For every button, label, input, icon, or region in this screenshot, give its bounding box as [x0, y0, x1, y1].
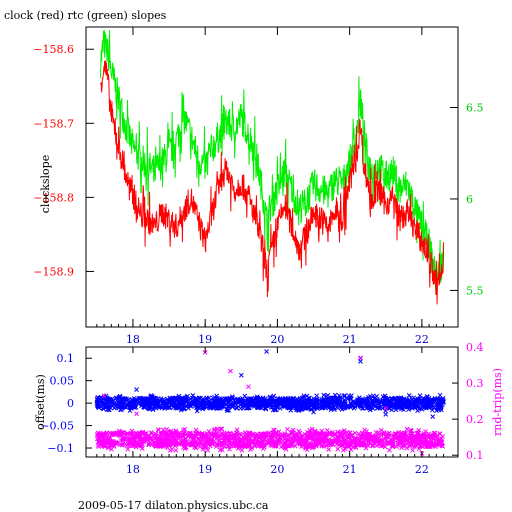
- top-y-axis-label: clockslope: [39, 155, 52, 213]
- bottom-right-y-tick-label: 0.1: [466, 449, 484, 462]
- top-right-y-tick-label: 6.5: [466, 101, 484, 114]
- rtc-slope-series: [99, 29, 445, 290]
- bottom-x-tick-label: 20: [270, 463, 284, 476]
- bottom-x-tick-label: 19: [198, 463, 212, 476]
- bottom-right-y-tick-label: 0.4: [466, 341, 484, 354]
- roundtrip-outlier-point: [101, 393, 107, 399]
- top-x-tick-label: 20: [270, 333, 284, 346]
- bottom-y-tick-label: 0: [67, 397, 74, 410]
- bottom-right-y-tick-label: 0.3: [466, 377, 484, 390]
- offset-outlier-point: [311, 409, 316, 415]
- offset-band-markers: [94, 392, 446, 414]
- clock-slope-series: [99, 60, 445, 305]
- bottom-y-tick-label: −0.05: [40, 420, 74, 433]
- top-plot: 18 19 20 21 22 −158.6 −158.7 −158.8 −158.9 6.5 6 5.…: [33, 26, 484, 346]
- bottom-plot-ticks: 18 19 20 21 22 0.1 0.05 0 −0.05 −0.1 0.4 0.3 0.2 0.1: [40, 341, 483, 476]
- top-x-tick-label: 19: [198, 333, 212, 346]
- bottom-plot-series: [94, 349, 446, 456]
- bottom-x-tick-label: 21: [343, 463, 357, 476]
- roundtrip-outlier-point: [246, 384, 251, 390]
- roundtrip-outlier-point: [383, 405, 389, 411]
- bottom-plot-frame: [85, 346, 459, 458]
- footer-host-date: 2009-05-17 dilaton.physics.ubc.ca: [78, 499, 269, 512]
- top-y-tick-label: −158.8: [33, 191, 74, 204]
- roundtrip-outlier-point: [358, 355, 363, 361]
- bottom-x-tick-label: 18: [126, 463, 140, 476]
- top-chart-title: clock (red) rtc (green) slopes: [4, 9, 167, 22]
- bottom-y-tick-label: 0.05: [50, 375, 75, 388]
- roundtrip-outlier-point: [228, 368, 233, 374]
- offset-outlier-point: [332, 392, 338, 398]
- bottom-y-tick-label: 0.1: [57, 352, 75, 365]
- roundtrip-outlier-point: [134, 411, 139, 417]
- top-plot-ticks: 18 19 20 21 22 −158.6 −158.7 −158.8 −158.9 6.5 6 5.…: [33, 27, 484, 346]
- top-right-y-tick-label: 6: [466, 193, 473, 206]
- offset-outlier-point: [358, 359, 363, 364]
- bottom-plot: 18 19 20 21 220.10.050−0.05−0.10.40.30.20.1 …: [34, 341, 504, 476]
- bottom-y-tick-label: −0.1: [47, 442, 74, 455]
- top-x-tick-label: 22: [415, 333, 429, 346]
- offset-outlier-point: [383, 411, 389, 417]
- top-x-tick-label: 21: [343, 333, 357, 346]
- top-y-tick-label: −158.7: [33, 117, 74, 130]
- roundtrip-series: [94, 350, 446, 456]
- bottom-left-axis-label: offset(ms): [34, 374, 47, 430]
- offset-outlier-point: [264, 349, 269, 354]
- top-plot-frame: [85, 26, 459, 328]
- offset-series: [94, 349, 446, 419]
- top-y-tick-label: −158.6: [33, 43, 74, 56]
- top-x-tick-label: 18: [126, 333, 140, 346]
- offset-outlier-point: [430, 414, 436, 419]
- top-right-y-tick-label: 5.5: [466, 284, 484, 297]
- roundtrip-band-markers: [94, 426, 446, 453]
- offset-outlier-point: [238, 372, 244, 378]
- top-y-tick-label: −158.9: [33, 265, 74, 278]
- offset-outlier-point: [134, 387, 139, 393]
- bottom-x-tick-label: 22: [415, 463, 429, 476]
- bottom-right-axis-label: rnd-trip(ms): [491, 368, 504, 436]
- bottom-right-y-tick-label: 0.2: [466, 413, 484, 426]
- top-plot-series: [99, 29, 445, 305]
